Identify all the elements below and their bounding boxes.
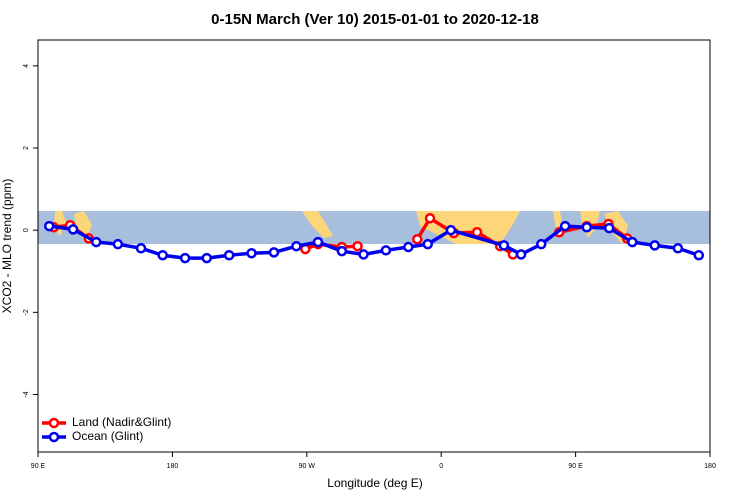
point [179, 252, 191, 264]
y-tick-label: 0 [23, 228, 30, 232]
point [67, 224, 79, 235]
point [649, 240, 660, 251]
point [380, 245, 392, 256]
point [157, 249, 168, 261]
point [559, 220, 571, 232]
legend-marker [48, 431, 60, 443]
point [445, 224, 457, 236]
point [693, 249, 705, 261]
point [135, 243, 147, 254]
point [312, 236, 324, 248]
point [581, 222, 593, 233]
x-tick-label: 0 [439, 463, 443, 470]
point [471, 226, 483, 238]
y-tick-label: -4 [23, 391, 30, 397]
legend-label: Land (Nadir&Glint) [72, 415, 171, 429]
point [627, 236, 638, 248]
land [302, 211, 333, 238]
point [268, 247, 280, 258]
point [498, 240, 510, 251]
point [223, 249, 235, 261]
point [422, 238, 434, 250]
x-tick-label: 90 W [299, 463, 316, 470]
point [672, 243, 684, 254]
point [515, 249, 527, 260]
x-tick-label: 90 E [31, 463, 46, 470]
point [112, 238, 124, 250]
series-line [558, 222, 629, 240]
y-axis-label: XCO2 - MLO trend (ppm) [0, 179, 14, 314]
point [90, 236, 102, 248]
x-tick-label: 90 E [568, 463, 583, 470]
point [536, 238, 547, 250]
x-tick-label: 180 [167, 463, 179, 470]
point [358, 249, 369, 260]
point [352, 240, 363, 252]
chart-title: 0-15N March (Ver 10) 2015-01-01 to 2020-… [211, 11, 539, 28]
y-tick-label: -2 [23, 309, 30, 315]
point [412, 233, 423, 245]
plot-frame [37, 39, 711, 453]
legend-label: Ocean (Glint) [72, 429, 143, 443]
x-axis-label: Longitude (deg E) [327, 476, 422, 490]
point [43, 220, 55, 232]
point [603, 222, 615, 234]
legend-marker [48, 417, 60, 429]
point [336, 245, 348, 257]
point [403, 241, 414, 253]
point [424, 213, 436, 224]
point [201, 252, 212, 264]
point [291, 240, 302, 252]
y-tick-label: 2 [23, 146, 30, 150]
point [246, 247, 257, 259]
x-tick-label: 180 [704, 463, 716, 470]
y-tick-label: 4 [23, 64, 30, 68]
